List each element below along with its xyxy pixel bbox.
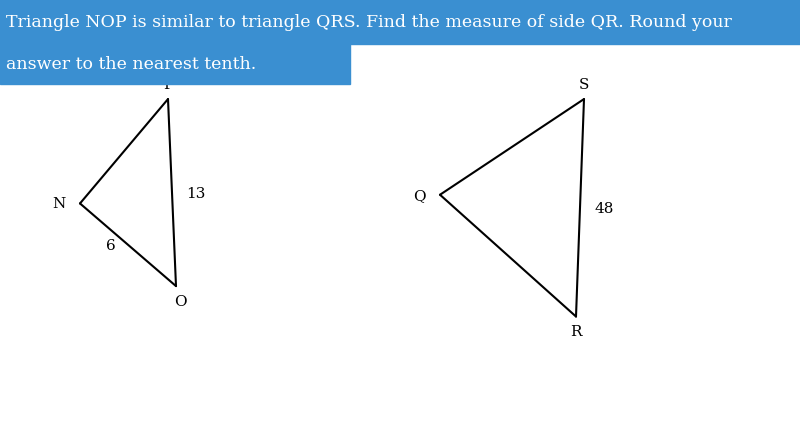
Text: P: P bbox=[163, 78, 173, 92]
Bar bbox=[0, 45, 350, 85]
Text: R: R bbox=[570, 325, 582, 339]
Text: 13: 13 bbox=[186, 186, 206, 200]
Text: answer to the nearest tenth.: answer to the nearest tenth. bbox=[6, 56, 257, 73]
Text: 6: 6 bbox=[106, 238, 115, 252]
Text: S: S bbox=[579, 78, 589, 92]
Text: N: N bbox=[52, 197, 66, 211]
Text: Q: Q bbox=[413, 188, 426, 202]
Text: Triangle NOP is similar to triangle QRS. Find the measure of side QR. Round your: Triangle NOP is similar to triangle QRS.… bbox=[6, 14, 732, 31]
Text: 48: 48 bbox=[594, 201, 614, 215]
Bar bbox=[0, 0, 800, 45]
Text: O: O bbox=[174, 294, 186, 308]
